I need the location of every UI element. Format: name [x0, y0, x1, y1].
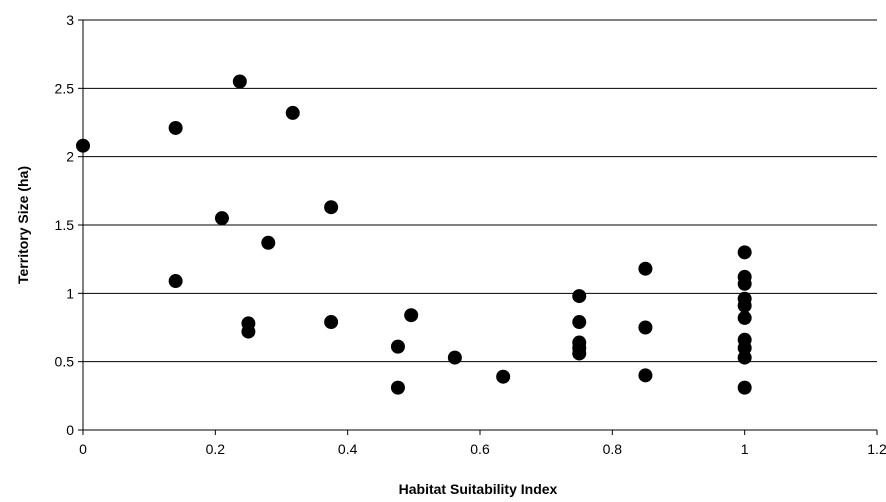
y-tick-label: 0.5: [55, 354, 75, 370]
data-point: [285, 105, 300, 120]
data-point: [572, 346, 587, 361]
x-tick-label: 0.8: [603, 441, 623, 457]
y-tick-label: 2: [66, 149, 74, 165]
x-tick-label: 0.2: [206, 441, 226, 457]
y-axis-title: Territory Size (ha): [15, 166, 31, 284]
data-point: [232, 74, 247, 89]
x-tick-label: 1: [741, 441, 749, 457]
y-tick-label: 3: [66, 12, 74, 28]
x-tick-label: 0.6: [470, 441, 490, 457]
gridlines: [83, 19, 877, 363]
data-point: [168, 120, 183, 135]
y-tick-label: 2.5: [55, 80, 75, 96]
data-point: [737, 350, 752, 365]
data-point: [214, 211, 229, 226]
data-point: [638, 261, 653, 276]
data-point: [737, 298, 752, 313]
x-tick-label: 0.4: [338, 441, 358, 457]
data-point: [737, 245, 752, 260]
data-point: [261, 235, 276, 250]
data-point: [638, 368, 653, 383]
data-point: [404, 308, 419, 323]
data-point: [447, 350, 462, 365]
x-tick-label: 1.2: [867, 441, 886, 457]
axes: [78, 19, 878, 435]
data-point: [737, 341, 752, 355]
y-tick-label: 1: [66, 285, 74, 301]
data-point: [390, 339, 405, 354]
x-axis-title: Habitat Suitability Index: [399, 481, 558, 497]
data-point: [572, 315, 587, 330]
data-point: [390, 380, 405, 395]
y-tick-labels: 0 0.5 1 1.5 2 2.5 3: [55, 12, 75, 438]
data-point: [324, 315, 339, 330]
data-point: [496, 369, 511, 384]
data-point: [572, 289, 587, 304]
data-point: [241, 324, 256, 339]
data-point: [638, 320, 653, 335]
data-point: [737, 380, 752, 395]
data-point: [737, 276, 752, 291]
data-points: [76, 74, 752, 395]
data-point: [76, 138, 90, 153]
x-tick-labels: 0 0.2 0.4 0.6 0.8 1 1.2: [79, 441, 886, 457]
y-tick-label: 0: [66, 422, 74, 438]
data-point: [168, 274, 183, 289]
data-point: [737, 310, 752, 325]
data-point: [324, 200, 339, 215]
y-tick-label: 1.5: [55, 217, 75, 233]
x-tick-label: 0: [79, 441, 87, 457]
